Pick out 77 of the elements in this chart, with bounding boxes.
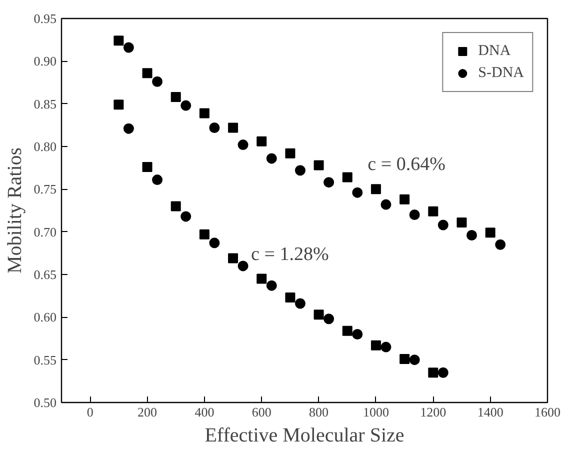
point (152, 76, 163, 87)
y-tick-label: 0.85 (34, 96, 56, 112)
point (342, 326, 352, 336)
x-tick-label: 0 (86, 404, 94, 420)
x-tick-label: 1000 (362, 404, 389, 420)
y-tick-label: 0.70 (34, 224, 56, 240)
point (180, 100, 192, 111)
y-tick-label: 0.50 (34, 395, 56, 410)
point (400, 354, 410, 364)
y-axis-title: Mobility Ratios (4, 147, 26, 274)
point (400, 194, 410, 204)
x-tick-label: 600 (252, 404, 272, 420)
legend-label: S-DNA (478, 64, 524, 82)
point (238, 140, 248, 150)
point (485, 228, 496, 238)
point (199, 108, 210, 118)
y-tick-label: 0.55 (34, 352, 56, 368)
x-tick-label: 400 (194, 404, 214, 420)
point (256, 136, 267, 146)
point (142, 68, 152, 78)
y-tick-label: 0.90 (34, 54, 56, 69)
point (324, 177, 334, 188)
point (466, 230, 477, 240)
x-tick-label: 800 (309, 404, 329, 420)
point (152, 174, 163, 186)
x-tick-label: 200 (138, 404, 158, 420)
point (428, 206, 438, 216)
point (228, 122, 238, 133)
y-tick-label: 0.75 (34, 182, 56, 197)
y-tick-label: 0.65 (34, 267, 56, 282)
point (314, 310, 324, 320)
annotation: c = 1.28% (251, 244, 329, 266)
point (352, 187, 363, 198)
point (294, 298, 306, 309)
y-tick-label: 0.95 (34, 11, 56, 26)
point (428, 368, 438, 378)
annotation: c = 0.64% (368, 154, 446, 175)
point (123, 42, 134, 53)
y-tick-label: 0.60 (34, 310, 56, 325)
point (285, 148, 296, 158)
point (123, 123, 134, 134)
point (456, 217, 467, 228)
point (352, 328, 363, 340)
point (209, 238, 220, 248)
x-tick-label: 1200 (420, 404, 446, 420)
point (324, 314, 334, 324)
y-tick-label: 0.80 (34, 139, 56, 154)
point (142, 162, 152, 172)
point (114, 36, 124, 46)
point (266, 153, 277, 164)
point (285, 292, 296, 303)
point (170, 201, 181, 212)
point (294, 165, 306, 176)
point (370, 340, 381, 350)
point (180, 211, 192, 222)
point (314, 160, 324, 170)
point (228, 253, 238, 264)
point (209, 122, 220, 133)
point (114, 100, 124, 110)
point (409, 354, 420, 366)
point (409, 210, 420, 220)
point (256, 274, 267, 284)
point (238, 260, 248, 272)
point (438, 220, 448, 230)
point (342, 172, 352, 182)
legend-label: DNA (478, 42, 511, 60)
point (438, 367, 448, 378)
x-tick-label: 1400 (477, 404, 504, 420)
point (170, 92, 181, 102)
point (370, 184, 381, 194)
point (266, 280, 277, 291)
point (380, 199, 392, 210)
point (380, 342, 392, 352)
x-axis-title: Effective Molecular Size (204, 424, 404, 446)
x-tick-label: 1600 (534, 404, 560, 420)
point (495, 239, 506, 250)
point (199, 229, 210, 240)
